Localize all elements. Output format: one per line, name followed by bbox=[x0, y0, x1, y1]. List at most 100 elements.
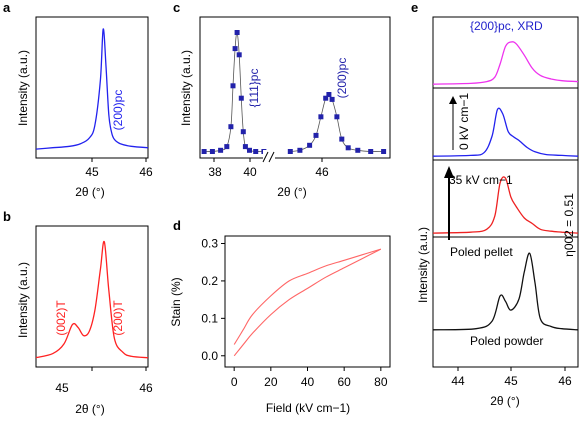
panel-d-xtick-label: 80 bbox=[374, 375, 388, 389]
panel-e-tick-label-46: 46 bbox=[558, 374, 572, 388]
panel-c-point bbox=[323, 95, 329, 101]
panel-c-point bbox=[253, 149, 259, 154]
panel-a-frame bbox=[35, 16, 149, 159]
panel-c-point bbox=[326, 92, 332, 97]
panel-e-ylabel: Intensity (a.u.) bbox=[416, 227, 430, 303]
panel-b-series-line bbox=[35, 240, 149, 359]
panel-a-series-line bbox=[35, 28, 149, 150]
panel-c-point bbox=[228, 124, 234, 130]
panel-c-point bbox=[381, 149, 387, 154]
panel-b-tick-label-45: 45 bbox=[55, 381, 69, 395]
panel-d-yticks: 0.0 0.1 0.2 0.3 bbox=[201, 236, 225, 363]
panel-c-axis-break-2 bbox=[268, 151, 275, 163]
panel-c-point bbox=[230, 83, 236, 89]
panel-d-xtick-label: 60 bbox=[337, 375, 351, 389]
panel-c-point bbox=[242, 144, 248, 150]
panel-e-annotation-poled-pellet: Poled pellet bbox=[450, 245, 513, 259]
panel-c-point bbox=[201, 149, 207, 154]
panel-e-annotation-0kv: 0 kV cm−1 bbox=[457, 93, 471, 150]
panel-c-point bbox=[368, 149, 374, 154]
panel-e-series-35kv bbox=[432, 176, 579, 234]
panel-letter-c: c bbox=[173, 0, 180, 15]
panel-c-point bbox=[218, 147, 224, 153]
panel-c-point bbox=[234, 30, 240, 35]
panel-a-tick-label-45: 45 bbox=[85, 165, 99, 179]
panel-letter-e: e bbox=[411, 0, 418, 15]
panel-e-series-powder bbox=[432, 252, 579, 331]
panel-c-point bbox=[240, 129, 246, 135]
panel-e-annotation-poled-powder: Poled powder bbox=[470, 334, 543, 348]
panel-c-xlabel: 2θ (°) bbox=[277, 185, 306, 199]
panel-c-point bbox=[313, 132, 319, 138]
panel-e-arrow-thick-head bbox=[444, 166, 454, 178]
panel-c-annotation-111: {111}pc bbox=[247, 69, 261, 108]
panel-e-annotation-35kv: 35 kV cm−1 bbox=[449, 173, 513, 187]
panel-a: 45 46 2θ (°) Intensity (a.u.) (200)pc bbox=[16, 16, 153, 199]
panel-a-xlabel: 2θ (°) bbox=[75, 185, 104, 199]
panel-c-point bbox=[236, 52, 242, 58]
panel-d-xtick-label: 40 bbox=[301, 375, 315, 389]
panel-b-annotation-002: (002)T bbox=[54, 300, 68, 336]
panel-c-point bbox=[238, 95, 244, 101]
panel-letter-a: a bbox=[3, 0, 11, 15]
panel-d-ytick-label: 0.1 bbox=[201, 311, 218, 325]
panel-c-axis-break-1 bbox=[262, 151, 269, 163]
panel-c-point bbox=[355, 147, 361, 153]
panel-c-point bbox=[287, 149, 293, 154]
panel-d-ytick-label: 0.3 bbox=[201, 236, 218, 250]
panel-a-ylabel: Intensity (a.u.) bbox=[16, 50, 30, 126]
panel-b-ylabel: Intensity (a.u.) bbox=[16, 262, 30, 338]
panel-c-point bbox=[247, 147, 252, 153]
panel-d-series-line-up bbox=[233, 248, 382, 357]
panel-e-arrow-thin-head bbox=[449, 96, 457, 104]
panel-c-tick-label-38: 38 bbox=[208, 165, 222, 179]
panel-c-point bbox=[232, 46, 238, 52]
panel-a-tick-label-46: 46 bbox=[139, 165, 153, 179]
panel-b: 45 46 2θ (°) Intensity (a.u.) (002)T (20… bbox=[16, 225, 153, 416]
panel-c-point bbox=[307, 142, 313, 148]
panel-letter-b: b bbox=[3, 209, 11, 224]
panel-b-frame bbox=[35, 225, 149, 368]
panel-c-frame bbox=[199, 16, 391, 159]
panel-e-tick-label-44: 44 bbox=[451, 374, 465, 388]
panel-d-series-line-down bbox=[233, 248, 381, 345]
panel-c-point bbox=[318, 114, 324, 120]
panel-d-ytick-label: 0.0 bbox=[201, 349, 218, 363]
panel-c-axis-break-mask bbox=[263, 150, 275, 162]
panel-c-tick-label-46: 46 bbox=[315, 165, 329, 179]
panel-c-point bbox=[297, 147, 303, 153]
panel-d: 0 20 40 60 80 0.0 0.1 0.2 0.3 Field (kV cm−1) S… bbox=[169, 235, 391, 415]
panel-c-fit-line-2 bbox=[290, 94, 384, 152]
panel-e-series-0kv bbox=[432, 107, 579, 157]
panel-c-point bbox=[224, 144, 230, 150]
panel-c-point bbox=[345, 145, 351, 151]
panel-e-frame bbox=[432, 16, 579, 368]
panel-d-xtick-label: 0 bbox=[231, 375, 238, 389]
panel-d-ylabel: Stain (%) bbox=[169, 277, 183, 326]
panel-c-tick-label-40: 40 bbox=[243, 165, 257, 179]
panel-d-xlabel: Field (kV cm−1) bbox=[266, 401, 350, 415]
panel-c: 38 40 46 2θ (°) Intensity (a.u.) {111}pc… bbox=[179, 16, 391, 199]
panel-e-tick-label-45: 45 bbox=[504, 374, 518, 388]
panel-d-ytick-label: 0.2 bbox=[201, 274, 218, 288]
panel-e-annotation-eta: η002 = 0.51 bbox=[562, 193, 576, 257]
panel-e-series-xrd bbox=[432, 41, 579, 85]
panel-d-xtick-label: 20 bbox=[264, 375, 278, 389]
panel-d-xticks: 0 20 40 60 80 bbox=[231, 367, 388, 389]
panel-e-xlabel: 2θ (°) bbox=[490, 394, 519, 408]
panel-c-point bbox=[209, 149, 215, 154]
panel-c-point bbox=[329, 96, 335, 102]
panel-e-annotation-xrd: {200}pc, XRD bbox=[470, 19, 543, 33]
panel-c-ylabel: Intensity (a.u.) bbox=[179, 50, 193, 126]
panel-c-point bbox=[339, 136, 345, 142]
panel-d-frame bbox=[224, 235, 391, 368]
panel-c-annotation-200: (200)pc bbox=[335, 58, 349, 99]
panel-c-points bbox=[201, 30, 387, 154]
panel-e: {200}pc, XRD 0 kV cm−1 35 kV cm−1 η002 =… bbox=[416, 16, 579, 408]
panel-c-point bbox=[334, 114, 340, 120]
panel-a-annotation: (200)pc bbox=[111, 90, 125, 131]
panel-b-annotation-200: (200)T bbox=[111, 300, 125, 336]
panel-letter-d: d bbox=[173, 218, 181, 233]
panel-b-tick-label-46: 46 bbox=[139, 381, 153, 395]
